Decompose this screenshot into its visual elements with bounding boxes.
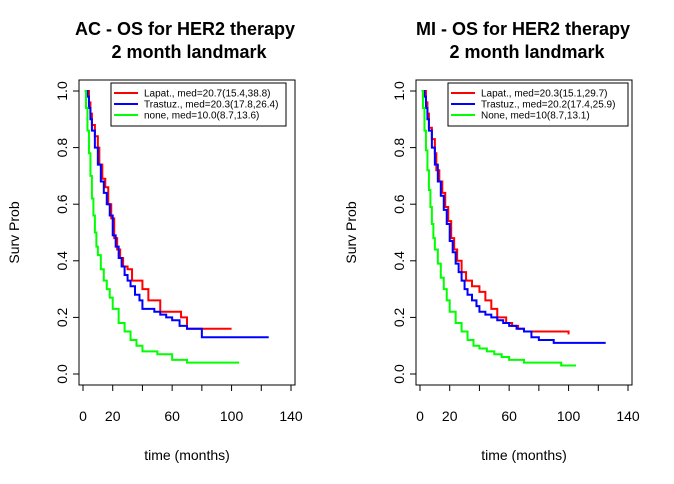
legend-entry-1: Trastuz., med=20.2(17.4,25.9) [481,100,615,111]
legend-entry-0: Lapat., med=20.3(15.1,29.7) [481,89,607,100]
legend-box [447,82,629,127]
legend-entry-0: Lapat., med=20.7(15.4,38.8) [144,89,270,100]
x-tick-label: 140 [279,408,303,424]
y-tick-label: 1.0 [391,81,407,101]
x-tick-label: 100 [220,408,244,424]
y-tick-label: 0.4 [54,251,70,271]
y-tick-label: 0.0 [54,364,70,384]
y-tick-label: 0.8 [391,138,407,158]
x-tick-label: 0 [79,408,87,424]
y-tick-label: 0.8 [54,138,70,158]
y-tick-label: 0.2 [391,307,407,327]
x-axis-label: time (months) [481,447,567,463]
y-tick-label: 0.6 [54,194,70,214]
y-axis-label: Surv Prob [343,201,359,263]
plot-frame [415,79,633,386]
survival-curve-1 [422,90,606,344]
x-tick-label: 60 [164,408,180,424]
x-tick-label: 100 [557,408,581,424]
legend-box [110,82,287,127]
y-tick-label: 0.2 [54,307,70,327]
chart-subtitle: 2 month landmark [111,42,267,62]
y-axis-label: Surv Prob [6,201,22,263]
x-tick-label: 60 [501,408,517,424]
chart-subtitle: 2 month landmark [449,42,605,62]
plot-frame [78,79,296,386]
y-tick-label: 1.0 [54,81,70,101]
survival-curve-1 [85,90,269,339]
x-tick-label: 140 [616,408,640,424]
x-axis-label: time (months) [144,447,230,463]
chart-title: MI - OS for HER2 therapy [416,19,630,39]
legend-entry-2: none, med=10.0(8.7,13.6) [144,111,259,122]
x-tick-label: 20 [105,408,121,424]
x-tick-label: 0 [416,408,424,424]
survival-curve-2 [84,90,239,364]
chart-title: AC - OS for HER2 therapy [75,19,295,39]
y-tick-label: 0.6 [391,194,407,214]
survival-curve-2 [421,90,576,367]
y-tick-label: 0.0 [391,364,407,384]
legend-entry-1: Trastuz., med=20.3(17.8,26.4) [144,100,278,111]
x-tick-label: 20 [442,408,458,424]
legend-entry-2: None, med=10(8.7,13.1) [481,111,590,122]
y-tick-label: 0.4 [391,251,407,271]
